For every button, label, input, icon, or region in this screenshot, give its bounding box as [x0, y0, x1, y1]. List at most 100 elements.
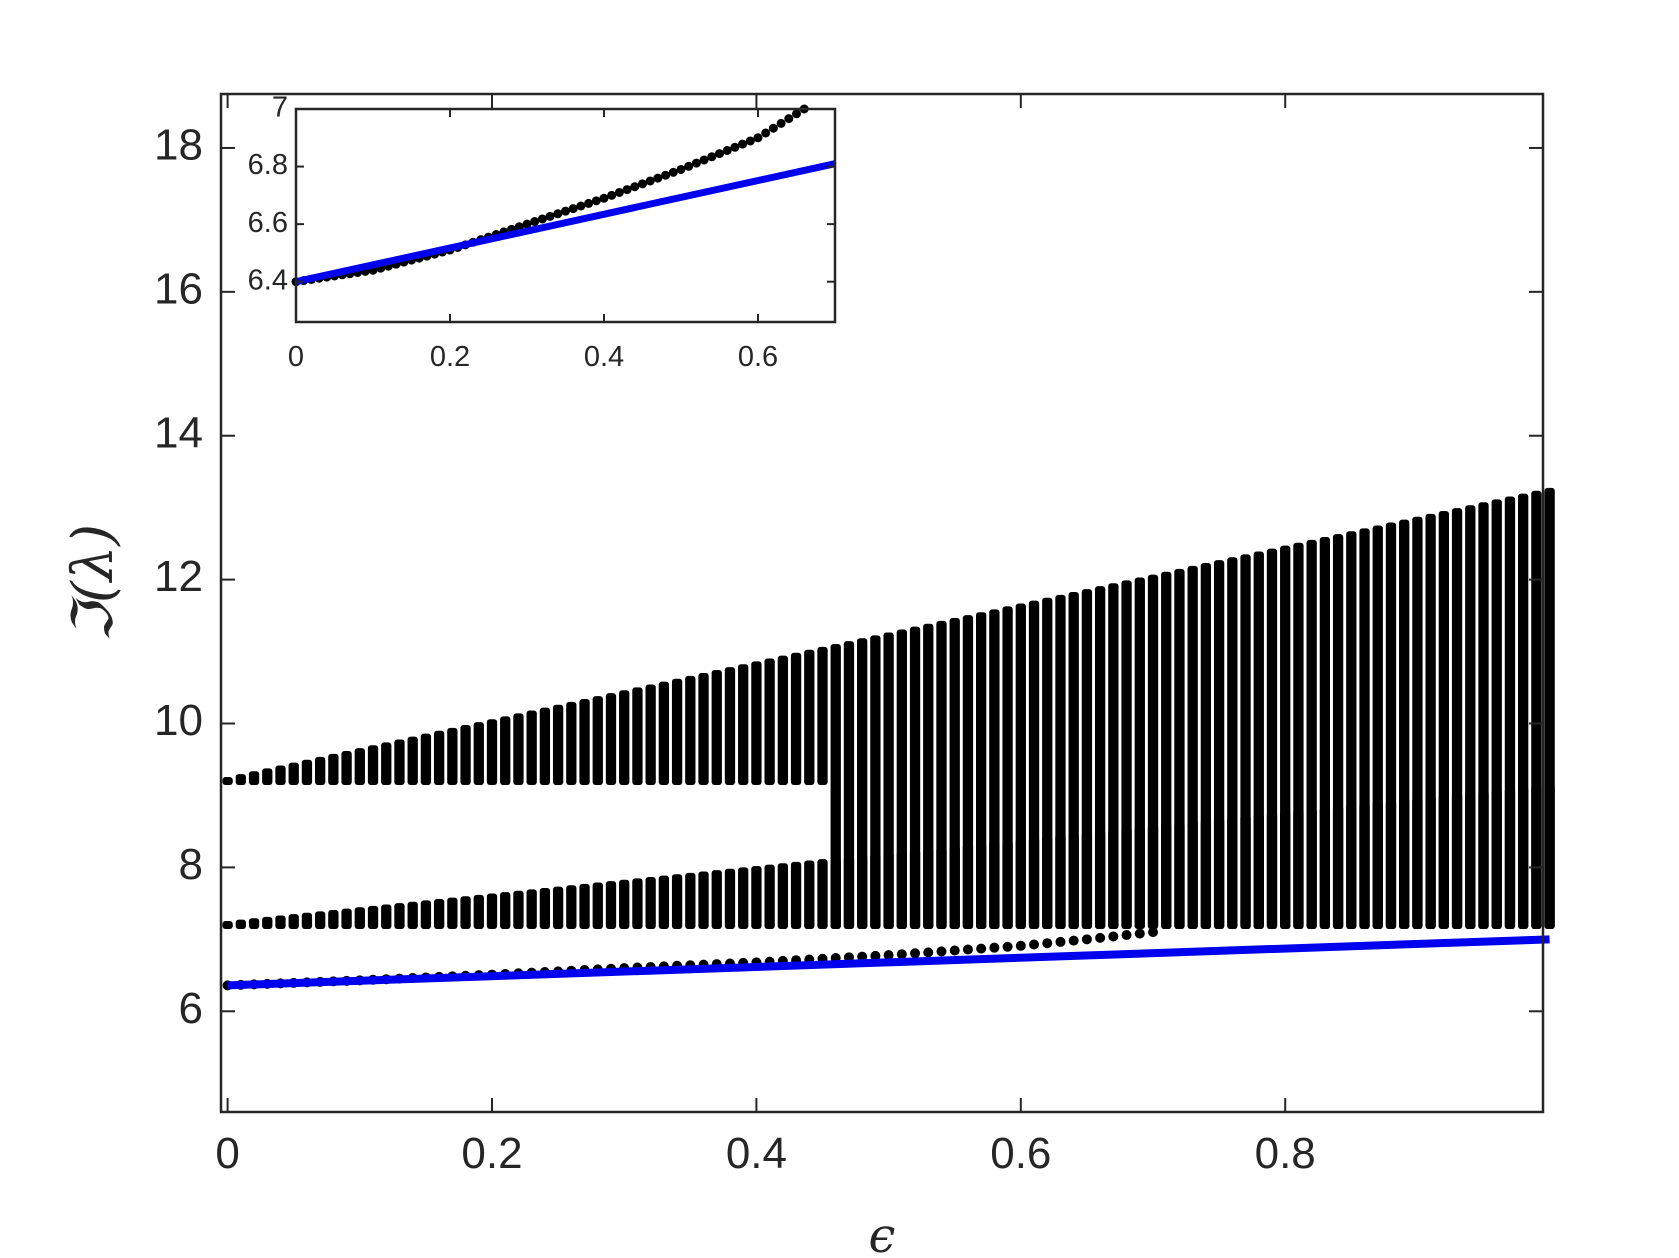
band-2-column — [962, 844, 974, 929]
isolated-eigenvalue-point — [1015, 940, 1026, 951]
inset-point — [645, 176, 655, 186]
band-2-column — [764, 864, 775, 929]
band-2-column — [1491, 789, 1502, 929]
band-2-column — [592, 882, 603, 929]
inset-x-tick-label: 0 — [288, 341, 304, 373]
inset-point — [768, 123, 778, 133]
band-1-column — [645, 684, 656, 786]
isolated-eigenvalue-point — [923, 947, 934, 958]
band-2-column — [1438, 794, 1450, 929]
inset-point — [638, 179, 647, 189]
inset-fit-line — [295, 160, 836, 286]
band-2-column — [738, 867, 749, 929]
band-2-column — [1227, 816, 1238, 929]
band-2-column — [936, 846, 947, 929]
band-1-column — [513, 713, 524, 786]
inset-y-tick-label: 7 — [272, 92, 288, 124]
main-y-tick-label: 8 — [179, 840, 203, 889]
band-2-column — [883, 852, 894, 929]
inset-point — [784, 114, 794, 124]
band-2-column — [1253, 813, 1264, 929]
band-2-column — [605, 881, 617, 929]
band-1-column — [301, 759, 313, 786]
band-1-column — [552, 704, 564, 786]
main-ticks: 0 0.2 0.4 0.6 0.8 6 8 10 12 14 16 18 — [154, 94, 1543, 1178]
band-2-column — [1187, 820, 1198, 929]
band-2-column — [1319, 806, 1331, 929]
band-1-column — [262, 768, 273, 786]
isolated-eigenvalue-point — [1002, 941, 1013, 952]
inset-point — [630, 182, 640, 192]
inset-point — [622, 185, 632, 195]
main-x-tick-label: 0.8 — [1255, 1129, 1316, 1178]
inset-x-tick-label: 0.6 — [738, 341, 778, 373]
band-1-column — [433, 730, 445, 786]
inset-axes-box — [294, 107, 837, 324]
band-2-column — [1280, 811, 1291, 929]
inset-point — [607, 190, 617, 200]
band-1-column — [394, 739, 405, 786]
band-2-column — [1174, 822, 1185, 929]
band-2-column — [711, 870, 722, 929]
band-2-column — [367, 905, 379, 929]
band-2-column — [473, 894, 484, 929]
band-2-column — [539, 887, 551, 929]
band-1-column — [764, 658, 775, 786]
inset-point — [722, 145, 732, 155]
inset-point — [599, 193, 609, 203]
band-2-column — [328, 909, 339, 929]
band-1-column — [486, 719, 498, 786]
band-2-column — [645, 876, 656, 929]
band-2-column — [275, 915, 286, 929]
band-2-column — [248, 918, 260, 929]
band-2-column — [1042, 835, 1053, 929]
band-1-column — [460, 725, 471, 786]
band-2-column — [566, 885, 577, 929]
band-1-column — [447, 727, 458, 786]
inset-point — [684, 161, 694, 171]
band-1-column — [685, 675, 696, 786]
band-2-column — [381, 904, 392, 929]
band-2-column — [1266, 812, 1278, 929]
band-1-column — [804, 649, 815, 786]
inset-point — [537, 214, 547, 224]
band-2-column — [354, 907, 365, 929]
isolated-eigenvalue-point — [1095, 932, 1106, 943]
band-2-column — [1200, 819, 1212, 929]
inset-point — [715, 149, 724, 159]
band-1-column — [500, 716, 511, 786]
main-y-tick-label: 12 — [154, 552, 203, 601]
band-1-column — [235, 774, 246, 786]
band-2-column — [1134, 826, 1145, 929]
band-1-column — [526, 710, 537, 786]
band-1-column — [817, 646, 828, 786]
band-2-column — [262, 916, 273, 929]
band-2-column — [1372, 801, 1383, 929]
band-1-column — [579, 698, 590, 786]
band-2-column — [1240, 815, 1251, 929]
main-fit-line — [227, 935, 1550, 990]
band-1-column — [711, 670, 722, 786]
band-2-column — [830, 857, 841, 929]
band-2-column — [420, 900, 432, 929]
band-2-column — [989, 841, 1000, 929]
inset-point — [699, 155, 709, 165]
inset-point — [753, 133, 763, 143]
isolated-eigenvalue-point — [1108, 931, 1119, 942]
band-2-column — [975, 842, 987, 929]
band-2-column — [1412, 797, 1423, 929]
band-2-column — [513, 890, 524, 929]
isolated-eigenvalue-point — [1134, 928, 1145, 939]
isolated-eigenvalue-point — [910, 948, 921, 959]
band-1-column — [671, 678, 683, 786]
isolated-eigenvalue-point — [1148, 927, 1159, 938]
isolated-eigenvalue-point — [1068, 935, 1079, 946]
band-1-column — [328, 753, 339, 786]
band-2-column — [1504, 787, 1516, 929]
band-1-column — [790, 652, 802, 786]
band-2-column — [1332, 805, 1344, 929]
band-1-column — [632, 687, 643, 786]
main-fit-lines — [227, 935, 1550, 990]
band-2-column — [1451, 793, 1463, 929]
main-x-tick-label: 0.4 — [726, 1129, 787, 1178]
